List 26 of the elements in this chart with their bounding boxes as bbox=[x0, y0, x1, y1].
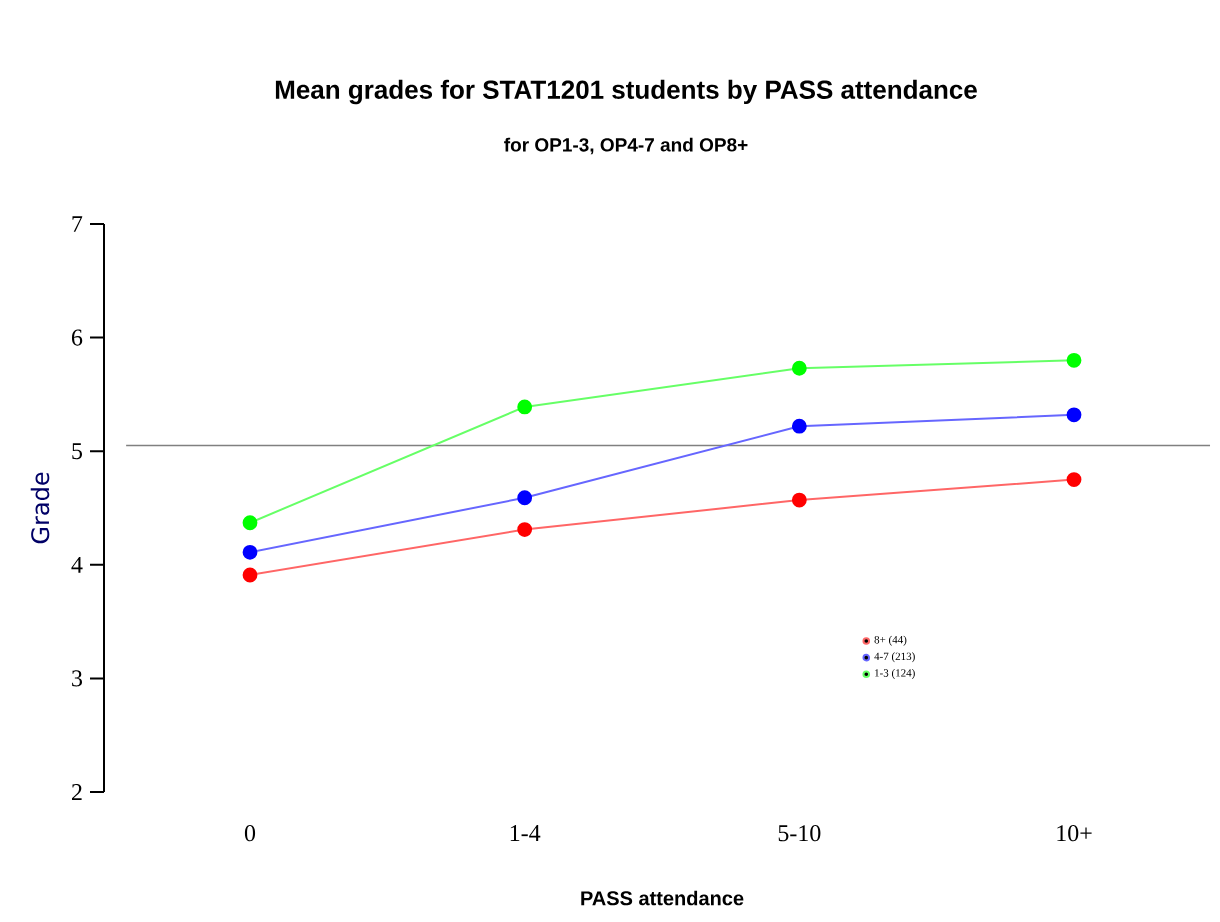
chart-title: Mean grades for STAT1201 students by PASS attendance bbox=[275, 79, 977, 105]
y-tick-label: 2 bbox=[72, 784, 82, 800]
x-tick-label: 0 bbox=[244, 825, 256, 842]
point bbox=[791, 492, 807, 508]
y-tick-label: 6 bbox=[71, 329, 83, 346]
x-tick-label: 1-4 bbox=[510, 825, 541, 841]
point bbox=[791, 418, 807, 434]
y-tick-label: 5 bbox=[72, 443, 83, 460]
point bbox=[242, 515, 258, 531]
x-tick-label: 5-10 bbox=[778, 825, 821, 842]
point bbox=[517, 490, 533, 506]
point bbox=[1066, 352, 1082, 368]
point bbox=[517, 522, 533, 537]
y-tick-label: 3 bbox=[72, 670, 83, 687]
y-tick-label: 7 bbox=[72, 216, 83, 232]
point bbox=[791, 360, 807, 376]
y-axis-title: Grade bbox=[30, 472, 50, 544]
x-tick-label: 10+ bbox=[1057, 825, 1092, 842]
chart-subtitle: for OP1-3, OP4-7 and OP8+ bbox=[504, 137, 748, 155]
point bbox=[242, 567, 258, 583]
x-axis-title: PASS attendance bbox=[581, 890, 744, 906]
point bbox=[1066, 472, 1082, 487]
point bbox=[1066, 407, 1082, 423]
y-tick-label: 4 bbox=[71, 556, 83, 573]
point bbox=[517, 399, 533, 415]
point bbox=[242, 544, 258, 560]
